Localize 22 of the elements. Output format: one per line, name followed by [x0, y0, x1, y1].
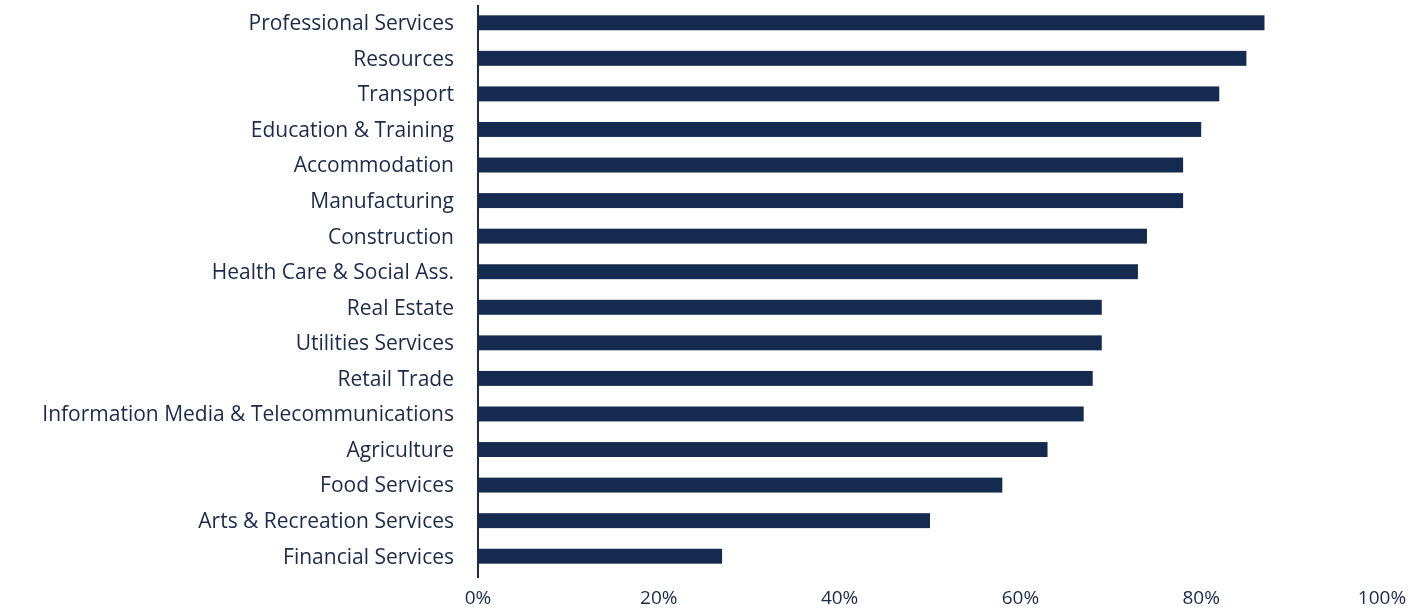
y-tick-label: Construction	[327, 221, 454, 250]
x-tick-label: 60%	[1001, 584, 1040, 610]
y-tick-label: Health Care & Social Ass.	[211, 257, 454, 286]
y-tick-label: Retail Trade	[337, 363, 454, 392]
y-tick-label: Food Services	[320, 470, 454, 499]
x-tick-label: 20%	[640, 584, 678, 610]
y-tick-label: Agriculture	[346, 434, 454, 463]
y-tick-label: Real Estate	[346, 292, 454, 321]
y-tick-label: Utilities Services	[295, 328, 454, 357]
y-tick-label: Accommodation	[293, 150, 454, 179]
x-tick-label: 0%	[464, 584, 492, 610]
y-tick-label: Financial Services	[283, 541, 454, 570]
x-tick-label: 40%	[820, 584, 859, 610]
y-tick-label: Professional Services	[248, 8, 454, 37]
x-tick-label: 80%	[1182, 584, 1220, 610]
y-tick-label: Resources	[353, 43, 454, 72]
y-tick-label: Manufacturing	[310, 185, 454, 214]
y-tick-label: Transport	[357, 79, 454, 108]
y-tick-label: Arts & Recreation Services	[198, 506, 454, 535]
y-tick-label: Information Media & Telecommunications	[42, 399, 454, 428]
y-tick-label: Education & Training	[250, 114, 454, 143]
x-tick-label: 100%	[1357, 584, 1407, 610]
